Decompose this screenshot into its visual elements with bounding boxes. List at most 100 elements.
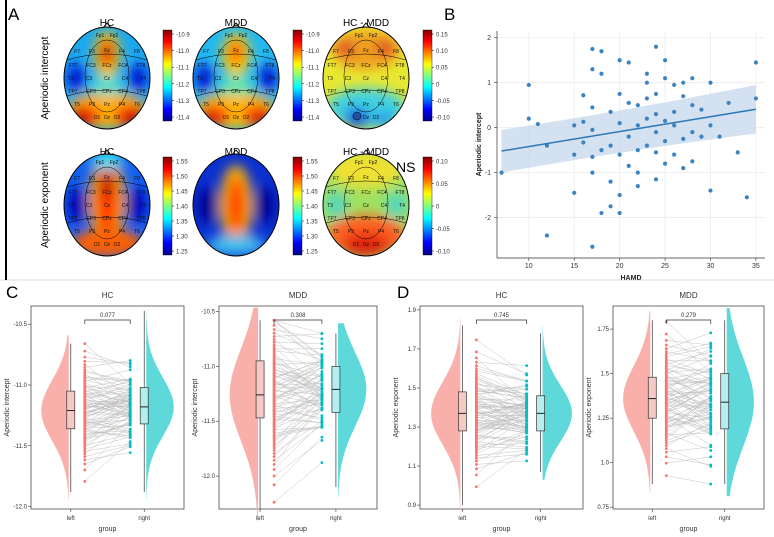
- point-left: [83, 452, 87, 456]
- paired-line: [666, 416, 711, 446]
- paired-line: [274, 418, 322, 423]
- y-axis-label: Aperiodic intercept: [192, 378, 199, 436]
- electrode-label: TP8: [395, 89, 404, 95]
- paired-line: [476, 373, 527, 396]
- point-left: [474, 451, 478, 455]
- paired-line: [666, 385, 711, 411]
- scatter-point: [690, 130, 695, 135]
- regression-line: [501, 108, 757, 152]
- point-left: [664, 355, 668, 359]
- point-left: [272, 474, 276, 478]
- electrode-label: T6: [134, 102, 140, 108]
- point-right: [709, 397, 713, 401]
- electrode-label: FT7: [328, 190, 337, 196]
- point-right: [709, 424, 713, 428]
- y-tick-label: -2: [485, 215, 491, 222]
- paired-line: [666, 432, 711, 451]
- paired-line: [274, 404, 322, 421]
- electrode-label: T4: [399, 76, 405, 82]
- violin-left: [431, 316, 461, 514]
- paired-line: [84, 378, 131, 381]
- y-axis-label: Aperiodic intercept: [476, 112, 483, 176]
- colorbar-tick-label: 1.25: [306, 250, 318, 256]
- point-right: [525, 437, 529, 441]
- paired-line: [476, 434, 527, 442]
- point-right: [128, 430, 132, 433]
- point-right: [709, 432, 713, 436]
- scatter-point: [681, 136, 686, 141]
- paired-line: [666, 424, 711, 441]
- point-right: [320, 388, 324, 392]
- scatter-point: [726, 100, 731, 106]
- paired-line: [476, 387, 527, 421]
- scatter-point: [544, 143, 550, 148]
- point-right: [128, 388, 132, 392]
- electrode-label: TP7: [197, 89, 206, 95]
- scatter-point: [590, 67, 595, 72]
- violin-right: [337, 323, 367, 498]
- electrode-label: Fp1: [96, 33, 105, 39]
- scatter-point: [662, 76, 668, 81]
- row-label-intercept: Aperiodic intercept: [40, 36, 51, 119]
- box-body: [458, 391, 467, 432]
- paired-line: [476, 425, 527, 434]
- x-tick-label: right: [138, 516, 150, 522]
- x-tick-label: right: [535, 516, 547, 522]
- electrode-label: T3: [327, 203, 333, 209]
- electrode-label: FT8: [266, 63, 275, 69]
- paired-line: [666, 432, 711, 435]
- paired-line: [273, 356, 323, 398]
- x-tick-label: left: [458, 516, 466, 522]
- paired-line: [274, 397, 322, 413]
- p-value-label: 0.077: [100, 313, 116, 319]
- point-left: [474, 371, 478, 375]
- electrode-label: FT7: [198, 63, 207, 69]
- colorbar-tick-label: 0.15: [436, 33, 448, 39]
- paired-line: [84, 445, 131, 457]
- paired-line: [666, 396, 711, 422]
- electrode-label: C4: [122, 203, 129, 209]
- scatter-point: [635, 183, 640, 189]
- scatter-point: [653, 44, 659, 49]
- scatter-point: [572, 152, 577, 157]
- electrode-label: F4: [378, 49, 384, 55]
- electrode-label: CPz: [361, 89, 371, 95]
- paired-line: [476, 446, 527, 450]
- scatter-point: [644, 143, 649, 148]
- electrode-label: FC4: [247, 63, 257, 69]
- paired-line: [274, 393, 322, 408]
- electrode-label: F8: [393, 49, 399, 55]
- y-tick-label: -11.5: [14, 444, 28, 450]
- y-tick-label: -10.5: [201, 309, 215, 315]
- scatter-point: [672, 82, 677, 88]
- point-left: [474, 463, 478, 466]
- point-left: [83, 349, 87, 353]
- electrode-label: F8: [134, 49, 140, 55]
- colorbar: [162, 29, 173, 122]
- x-tick-label: left: [648, 516, 656, 522]
- point-left: [83, 372, 87, 376]
- colorbar-tick-label: 0.05: [436, 182, 448, 188]
- y-tick-label: 2: [487, 35, 491, 42]
- electrode-label: CP3: [345, 216, 355, 222]
- scatter-point: [653, 91, 659, 97]
- paired-line: [476, 415, 527, 431]
- point-left: [272, 449, 276, 452]
- electrode-label: O2: [373, 242, 380, 248]
- point-right: [320, 421, 324, 425]
- point-left: [83, 342, 87, 346]
- electrode-label: TP7: [68, 89, 77, 95]
- significance-bracket: [476, 319, 527, 324]
- paired-line: [666, 321, 711, 363]
- electrode-label: CP3: [86, 216, 96, 222]
- electrode-label: C4: [122, 76, 129, 82]
- point-left: [664, 474, 668, 478]
- paired-line: [273, 320, 323, 356]
- electrode-label: Oz: [363, 115, 370, 121]
- electrode-label: FT8: [137, 190, 146, 196]
- scatter-point: [608, 179, 613, 184]
- point-right: [525, 407, 529, 411]
- paired-line: [476, 419, 527, 432]
- paired-line: [84, 417, 131, 430]
